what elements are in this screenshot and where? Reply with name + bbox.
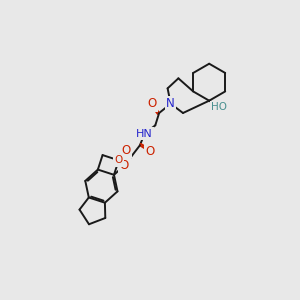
Text: N: N xyxy=(166,97,175,110)
Text: O: O xyxy=(115,155,123,165)
Text: O: O xyxy=(120,159,129,172)
Text: O: O xyxy=(145,145,154,158)
Text: O: O xyxy=(148,97,157,110)
Text: HN: HN xyxy=(136,129,153,139)
Text: O: O xyxy=(121,144,130,157)
Text: HO: HO xyxy=(211,102,227,112)
